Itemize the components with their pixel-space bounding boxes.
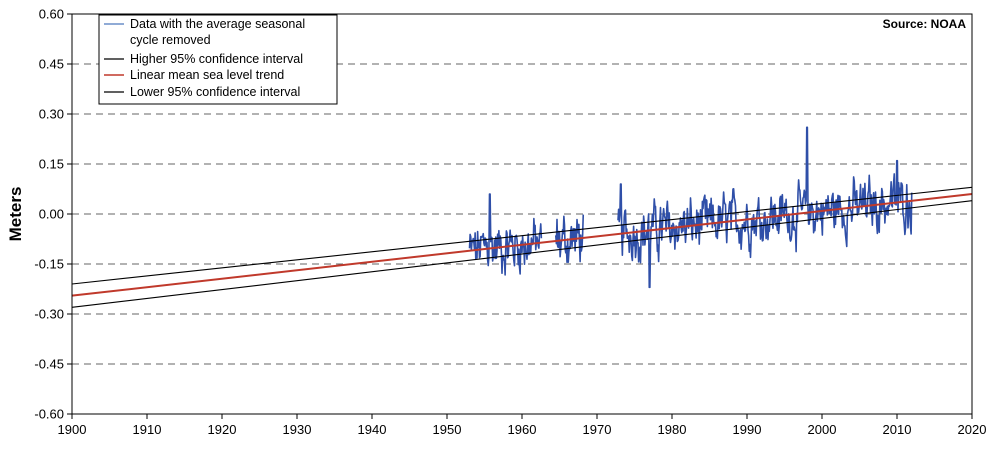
lower-ci-line [71,200,973,308]
source-label: Source: NOAA [883,17,967,31]
y-tick-label: 0.60 [39,7,64,22]
x-tick-label: 2010 [883,422,912,437]
x-tick-label: 1900 [58,422,87,437]
y-tick-label: -0.60 [34,407,64,422]
legend: Data with the average seasonal cycle rem… [98,14,338,105]
legend-label-data: Data with the average seasonal [130,17,305,31]
higher-ci-line [71,186,973,285]
x-tick-label: 1950 [433,422,462,437]
x-tick-label: 1960 [508,422,537,437]
data-series-line [468,193,543,276]
y-tick-label: -0.30 [34,307,64,322]
y-tick-label: -0.15 [34,257,64,272]
legend-box [98,14,338,105]
y-tick-label: 0.15 [39,157,64,172]
legend-label-trend: Linear mean sea level trend [130,68,284,82]
y-tick-label: 0.00 [39,207,64,222]
y-axis-label: Meters [6,187,25,242]
plot-frame [71,13,973,415]
x-tick-label: 1910 [133,422,162,437]
y-axis-ticks: 0.60 0.45 0.30 0.15 0.00 -0.15 -0.30 -0.45 -0.60 [34,7,72,422]
plot-series [71,126,973,308]
legend-label-data-cont: cycle removed [130,33,211,47]
data-series-line [617,126,913,289]
grid-lines [72,63,972,365]
legend-label-lower-ci: Lower 95% confidence interval [130,85,300,99]
y-tick-label: 0.30 [39,107,64,122]
x-axis-ticks: 1900 1910 1920 1930 1940 1950 1960 1970 1980 1990… [58,414,987,437]
x-tick-label: 1920 [208,422,237,437]
x-tick-label: 1930 [283,422,312,437]
x-tick-label: 1940 [358,422,387,437]
x-tick-label: 1980 [658,422,687,437]
x-tick-label: 2020 [958,422,987,437]
x-tick-label: 2000 [808,422,837,437]
y-tick-label: -0.45 [34,357,64,372]
y-tick-label: 0.45 [39,57,64,72]
x-tick-label: 1970 [583,422,612,437]
legend-label-higher-ci: Higher 95% confidence interval [130,52,303,66]
trend-line [71,193,973,297]
data-series-line [554,214,585,264]
x-tick-label: 1990 [733,422,762,437]
